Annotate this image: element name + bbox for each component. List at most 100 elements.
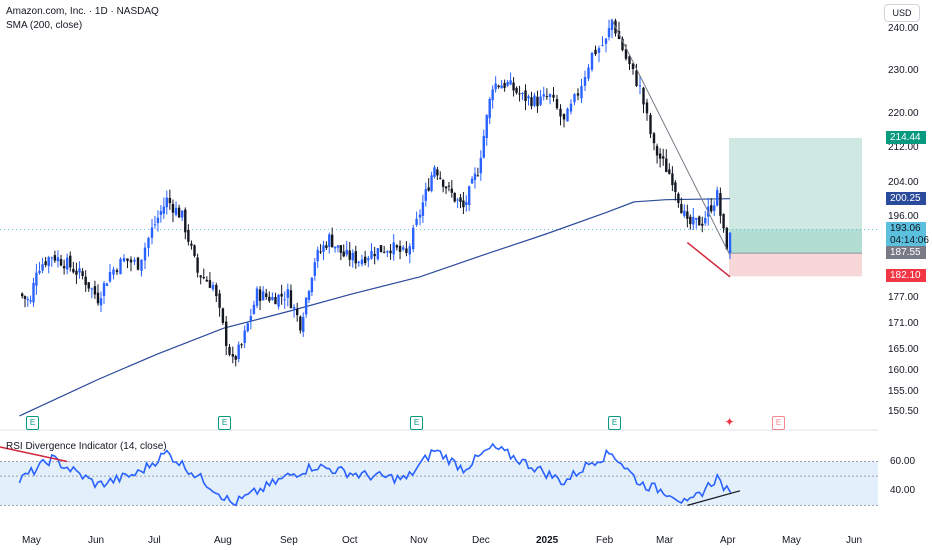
candle [102,280,106,304]
dividend-event-icon[interactable]: ✦ [724,415,735,429]
candle [536,90,539,113]
candle [716,186,719,207]
candle [552,87,555,102]
price-tick-label: 165.00 [888,343,919,355]
candle [386,250,389,258]
candle [479,150,483,181]
candle [433,165,436,179]
candle [336,245,340,253]
candle [112,266,115,280]
candle [162,197,166,219]
earnings-marker[interactable]: E [26,416,39,430]
candle [211,281,215,292]
candle [289,284,293,309]
candle [21,292,24,299]
candle [199,274,202,285]
candle [587,63,590,81]
currency-selector[interactable]: USD [884,4,920,22]
candle [243,325,246,348]
candle [156,210,160,232]
candle [286,283,289,307]
x-tick-label: May [22,535,41,546]
candle [655,143,659,164]
open-pnl-zone [729,229,862,254]
candle [119,257,122,275]
candle [136,256,140,271]
candle [339,244,343,261]
candle [494,76,497,93]
candle [246,322,249,333]
candle [202,268,205,280]
candle [78,261,81,279]
candle [668,163,671,175]
price-divergence-line [686,241,731,278]
candle [645,98,649,121]
candle [140,259,143,277]
candle [652,132,656,151]
symbol-title[interactable]: Amazon.com, Inc. · 1D · NASDAQ [6,6,159,17]
x-tick-label: 2025 [536,535,559,546]
candle [360,254,364,267]
candle [456,197,459,208]
candle [621,36,624,52]
candle [392,234,395,261]
rsi-legend[interactable]: RSI Divergence Indicator (14, close) [6,441,167,452]
candle [296,302,299,322]
candle [683,204,686,218]
candle [62,259,66,275]
candle [29,295,32,304]
candle [261,286,265,301]
candle [610,18,614,39]
candle [153,215,157,229]
earnings-marker[interactable]: E [608,416,621,430]
candle [280,284,283,305]
earnings-marker[interactable]: E [410,416,423,430]
future-earnings-marker[interactable]: E [772,416,785,430]
price-tick-label: 171.00 [888,317,919,329]
candle [150,218,154,245]
candle [38,261,41,275]
candle [218,289,221,317]
current-price-tag: 193.06 [886,222,926,236]
candle [379,245,383,253]
candle [680,197,683,214]
candle [491,85,494,109]
candle [476,167,480,177]
candle [689,214,692,230]
candle [126,258,129,269]
candle [177,204,181,218]
candle [649,112,652,138]
candle [710,198,713,214]
candle [53,250,57,263]
candle [215,282,218,302]
candle [133,257,136,266]
candle [304,296,308,318]
candle [424,182,427,207]
candle [512,77,515,97]
earnings-marker[interactable]: E [218,416,231,430]
candle [237,341,240,363]
candle [93,280,97,299]
target-price-tag: 214.44 [886,130,926,144]
candle [658,148,662,168]
candle [47,255,50,274]
price-tick-label: 196.00 [888,210,919,222]
candle [90,287,94,299]
candle [367,255,370,268]
candle [322,240,325,261]
sma-legend[interactable]: SMA (200, close) [6,20,83,31]
candle [713,200,716,217]
candle [69,251,72,272]
candle [500,80,503,89]
candle [569,99,573,115]
candle [418,209,422,226]
x-tick-label: Feb [596,535,614,546]
candle [228,343,231,357]
candle [41,257,44,274]
x-tick-label: Dec [472,535,490,546]
candle [518,85,521,102]
price-tick-label: 204.00 [888,176,919,188]
candle [601,36,604,47]
sma-price-tag: 200.25 [886,191,926,205]
